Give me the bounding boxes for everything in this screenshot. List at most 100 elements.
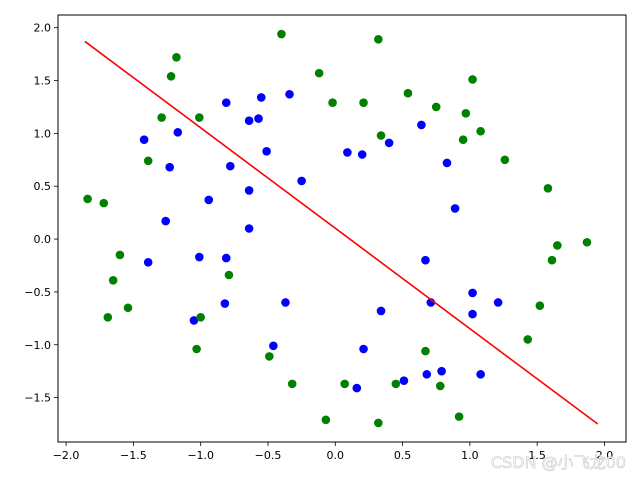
x-tick-label-5: 0.5	[394, 449, 412, 462]
x-tick-label-2: −1.0	[187, 449, 214, 462]
scatter-point-s0-15	[244, 224, 254, 233]
y-tick-label-2: −0.5	[24, 286, 51, 299]
watermark-text: CSDN @小飞龙00	[491, 453, 626, 472]
y-tick-label-3: 0.0	[34, 233, 52, 246]
scatter-point-s1-26	[476, 126, 485, 136]
scatter-point-s0-12	[256, 93, 266, 102]
scatter-point-s0-4	[143, 258, 153, 267]
scatter-point-s0-14	[244, 186, 254, 195]
x-tick-label-4: 0.0	[327, 449, 345, 462]
scatter-point-s1-0	[172, 52, 181, 62]
x-tick-label-0: −2.0	[53, 449, 80, 462]
y-tick-label-6: 1.5	[34, 75, 52, 88]
x-axis: −2.0 −1.5 −1.0 −0.5 0.0 0.5 1.0 1.5 2.0	[53, 442, 613, 462]
scatter-point-s1-24	[461, 108, 471, 118]
scatter-point-s1-18	[328, 98, 337, 108]
scatter-point-s0-19	[189, 316, 199, 325]
scatter-point-s0-31	[468, 309, 477, 319]
scatter-point-s0-9	[221, 98, 231, 108]
scatter-point-s0-17	[297, 176, 306, 186]
scatter-point-s0-11	[254, 114, 263, 123]
plot-marks	[83, 29, 599, 428]
scatter-point-s1-6	[83, 194, 92, 204]
scatter-point-s1-5	[99, 198, 109, 208]
scatter-point-s0-3	[161, 216, 170, 226]
scatter-point-s0-24	[384, 138, 394, 148]
y-tick-label-1: −1.0	[24, 339, 51, 352]
plot-area-frame	[57, 14, 627, 443]
scatter-point-s0-16	[285, 89, 294, 99]
scatter-point-s0-8	[225, 161, 235, 171]
scatter-point-s1-14	[265, 352, 274, 361]
scatter-point-s1-31	[547, 255, 557, 265]
scatter-point-s1-32	[582, 237, 592, 247]
scatter-point-s1-38	[391, 379, 401, 389]
scatter-point-s0-26	[442, 158, 452, 168]
scatter-point-s1-40	[340, 379, 349, 389]
scatter-point-s1-33	[535, 301, 545, 310]
scatter-point-s1-8	[108, 275, 118, 285]
scatter-point-s0-6	[204, 195, 214, 205]
scatter-point-s1-22	[403, 88, 413, 98]
scatter-point-s0-18	[220, 299, 230, 308]
scatter-point-s1-25	[468, 75, 477, 84]
x-tick-label-1: −1.5	[120, 449, 147, 462]
scatter-point-s1-15	[287, 379, 297, 389]
scatter-point-s0-38	[359, 344, 368, 354]
scatter-point-s1-1	[166, 72, 176, 81]
scatter-point-s1-7	[115, 250, 125, 260]
scatter-point-s0-34	[437, 366, 446, 376]
y-axis: −1.5 −1.0 −0.5 0.0 0.5 1.0 1.5 2.0	[24, 22, 58, 405]
scatter-point-s0-20	[281, 298, 290, 307]
scatter-point-s1-29	[543, 184, 553, 193]
scatter-point-s1-41	[321, 415, 331, 425]
x-tick-label-8: 2.0	[596, 449, 614, 462]
scatter-point-s1-2	[157, 113, 166, 122]
scatter-point-s1-37	[421, 346, 430, 356]
scatter-point-s1-21	[376, 131, 386, 140]
scatter-point-s1-36	[435, 381, 445, 391]
scatter-point-s0-35	[422, 370, 432, 379]
scatter-point-s0-21	[269, 341, 278, 351]
scatter-point-s0-28	[421, 255, 430, 265]
scatter-point-s0-36	[399, 376, 409, 385]
scatter-point-s0-5	[195, 252, 204, 262]
y-tick-label-7: 2.0	[34, 22, 52, 35]
scatter-point-s0-1	[173, 128, 183, 137]
scatter-point-s0-33	[476, 370, 485, 379]
y-tick-label-0: −1.5	[24, 392, 51, 405]
scatter-point-s1-20	[374, 35, 383, 44]
scatter-point-s0-23	[357, 150, 367, 159]
scatter-point-s1-27	[458, 135, 468, 145]
decision-boundary-line-0	[84, 40, 599, 425]
scatter-point-s1-30	[553, 241, 562, 250]
scatter-point-s0-13	[262, 147, 271, 156]
scatter-point-s1-23	[431, 102, 441, 112]
scatter-point-s1-10	[103, 312, 113, 322]
x-tick-label-6: 1.0	[461, 449, 479, 462]
scatter-point-s1-9	[123, 303, 133, 313]
scatter-point-s0-30	[468, 288, 477, 298]
x-tick-label-7: 1.5	[528, 449, 546, 462]
scatter-point-s1-16	[277, 29, 286, 39]
scatter-point-s1-19	[359, 98, 368, 108]
scatter-point-s1-39	[374, 418, 383, 428]
scatter-point-s0-37	[376, 306, 386, 316]
scatter-point-s1-13	[192, 344, 201, 354]
scatter-point-s1-34	[523, 335, 533, 344]
scatter-point-s1-3	[195, 113, 204, 122]
scatter-point-s0-2	[165, 162, 175, 172]
scatter-point-s0-0	[139, 135, 149, 145]
scatter-point-s1-4	[143, 156, 153, 166]
scatter-point-s1-28	[500, 155, 510, 165]
scatter-point-s1-12	[224, 270, 234, 280]
scatter-point-s0-22	[343, 148, 352, 157]
x-tick-label-3: −0.5	[255, 449, 282, 462]
y-tick-label-5: 1.0	[34, 127, 52, 140]
scatter-point-s0-10	[244, 116, 254, 125]
scatter-point-s0-32	[493, 298, 503, 307]
scatter-point-s1-11	[196, 312, 205, 322]
scatter-point-s1-17	[314, 68, 324, 78]
y-tick-label-4: 0.5	[34, 180, 52, 193]
